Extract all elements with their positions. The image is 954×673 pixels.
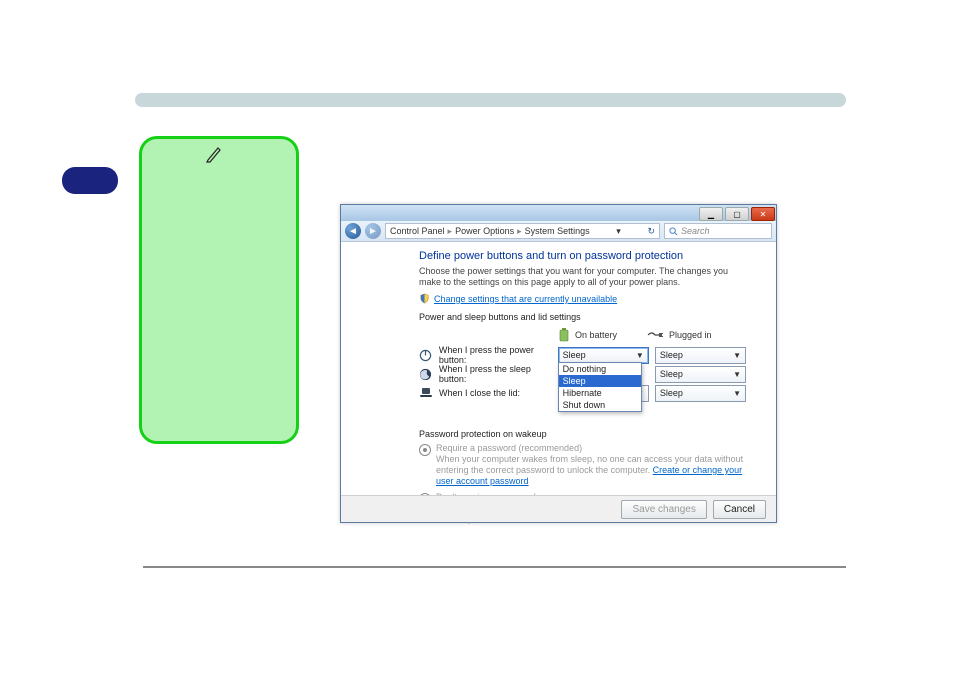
radio-input[interactable] — [419, 444, 431, 456]
dropdown-option[interactable]: Hibernate — [559, 387, 641, 399]
select-value: Sleep — [660, 350, 683, 360]
row-power-label: When I press the power button: — [439, 345, 558, 365]
note-box — [139, 136, 299, 444]
select-power-battery[interactable]: Sleep▼ Do nothing Sleep Hibernate Shut d… — [558, 347, 649, 364]
dropdown-option-selected[interactable]: Sleep — [559, 375, 641, 387]
col-plugged-in: Plugged in — [647, 328, 735, 342]
page-heading: Define power buttons and turn on passwor… — [419, 250, 752, 262]
page: ▁ ▢ ✕ ◄ ► Control Panel▸ Power Options▸ … — [0, 0, 954, 673]
chevron-down-icon: ▼ — [733, 351, 741, 360]
refresh-icon[interactable]: ↻ — [647, 226, 655, 237]
crumb-dropdown-icon[interactable]: ▾ — [616, 226, 621, 237]
section-power-buttons: Power and sleep buttons and lid settings — [419, 312, 752, 322]
shield-icon — [419, 293, 430, 306]
titlebar: ▁ ▢ ✕ — [341, 205, 776, 221]
crumb-system-settings[interactable]: System Settings — [525, 226, 590, 236]
save-changes-button[interactable]: Save changes — [621, 500, 706, 519]
column-headers: On battery Plugged in — [559, 328, 752, 342]
crumb-power-options[interactable]: Power Options — [455, 226, 514, 236]
select-sleep-plugged[interactable]: Sleep ▼ — [655, 366, 746, 383]
system-settings-window: ▁ ▢ ✕ ◄ ► Control Panel▸ Power Options▸ … — [340, 204, 777, 523]
address-bar: ◄ ► Control Panel▸ Power Options▸ System… — [341, 221, 776, 242]
search-input[interactable]: Search — [664, 223, 772, 239]
select-value: Sleep — [660, 388, 683, 398]
breadcrumb[interactable]: Control Panel▸ Power Options▸ System Set… — [385, 223, 660, 239]
close-button[interactable]: ✕ — [751, 207, 775, 221]
header-bar — [135, 93, 846, 107]
moon-icon — [419, 367, 433, 381]
page-description: Choose the power settings that you want … — [419, 266, 752, 289]
power-icon — [419, 348, 433, 362]
select-value: Sleep — [660, 369, 683, 379]
chevron-down-icon: ▼ — [733, 370, 741, 379]
select-value: Sleep — [563, 350, 586, 360]
search-placeholder: Search — [681, 226, 710, 236]
radio-require-password: Require a password (recommended) When yo… — [419, 443, 752, 488]
forward-button[interactable]: ► — [365, 223, 381, 239]
minimize-button[interactable]: ▁ — [699, 207, 723, 221]
chevron-down-icon: ▼ — [733, 389, 741, 398]
col-plugged-label: Plugged in — [669, 330, 712, 340]
col-battery-label: On battery — [575, 330, 617, 340]
window-footer: Save changes Cancel — [341, 495, 776, 522]
row-power-button: When I press the power button: Sleep▼ Do… — [419, 348, 752, 363]
cancel-button[interactable]: Cancel — [713, 500, 766, 519]
radio-body: When your computer wakes from sleep, no … — [436, 454, 752, 488]
dropdown-option[interactable]: Shut down — [559, 399, 641, 411]
select-power-plugged[interactable]: Sleep ▼ — [655, 347, 746, 364]
select-lid-plugged[interactable]: Sleep ▼ — [655, 385, 746, 402]
plug-icon — [647, 330, 663, 340]
search-icon — [669, 227, 678, 236]
change-settings-link[interactable]: Change settings that are currently unava… — [434, 294, 617, 304]
dropdown-power-battery: Do nothing Sleep Hibernate Shut down — [558, 362, 642, 412]
dropdown-option[interactable]: Do nothing — [559, 363, 641, 375]
row-lid-label: When I close the lid: — [439, 388, 558, 398]
crumb-sep: ▸ — [517, 226, 522, 237]
laptop-icon — [419, 386, 433, 400]
crumb-sep: ▸ — [448, 226, 453, 237]
crumb-control-panel[interactable]: Control Panel — [390, 226, 445, 236]
maximize-button[interactable]: ▢ — [725, 207, 749, 221]
battery-icon — [559, 328, 569, 342]
row-sleep-label: When I press the sleep button: — [439, 364, 558, 384]
chevron-down-icon: ▼ — [636, 351, 644, 360]
content-area: Define power buttons and turn on passwor… — [341, 242, 776, 525]
footer-line — [143, 566, 846, 568]
password-section-heading: Password protection on wakeup — [419, 429, 752, 439]
col-on-battery: On battery — [559, 328, 647, 342]
side-pill — [62, 167, 118, 194]
radio-title: Require a password (recommended) — [436, 443, 752, 454]
back-button[interactable]: ◄ — [345, 223, 361, 239]
pencil-icon — [205, 145, 223, 169]
